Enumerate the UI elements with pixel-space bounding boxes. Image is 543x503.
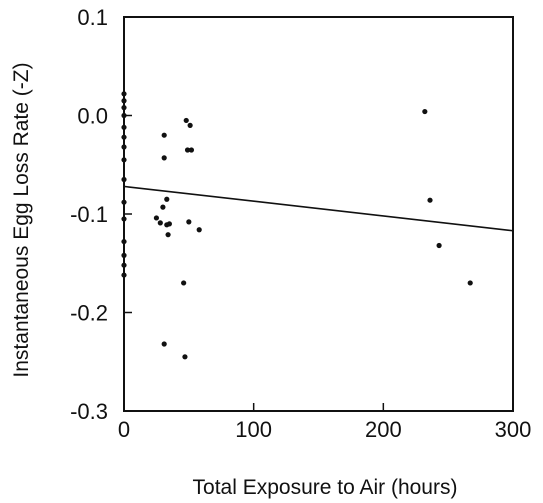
y-tick-label: -0.3 <box>70 399 108 424</box>
data-point <box>121 105 127 111</box>
x-axis-label: Total Exposure to Air (hours) <box>193 476 458 499</box>
data-point <box>160 204 166 210</box>
data-point <box>121 157 127 163</box>
data-point <box>166 221 172 227</box>
data-point <box>165 232 171 238</box>
data-point <box>121 91 127 97</box>
x-tick-label: 0 <box>118 417 130 442</box>
data-point <box>121 238 127 245</box>
data-point <box>181 280 187 286</box>
data-point <box>121 124 127 130</box>
x-tick-label: 100 <box>235 417 272 442</box>
data-point <box>188 147 195 153</box>
data-point <box>153 215 160 221</box>
trend-line <box>123 185 514 232</box>
x-tick-label: 200 <box>365 417 402 442</box>
data-point <box>422 108 428 115</box>
data-points <box>121 91 473 360</box>
data-point <box>436 242 442 249</box>
y-tick-label: 0.1 <box>77 5 108 30</box>
data-point <box>161 341 167 347</box>
y-axis-ticks: 0.1 0.0 -0.1 -0.2 -0.3 <box>70 5 132 424</box>
data-point <box>183 117 189 124</box>
plot-frame <box>123 16 514 412</box>
data-point <box>121 216 127 222</box>
data-point <box>121 199 127 205</box>
data-point <box>121 112 127 119</box>
data-point <box>196 227 202 233</box>
data-point <box>184 147 191 153</box>
data-point <box>161 132 167 138</box>
x-tick-label: 300 <box>495 417 532 442</box>
data-point <box>121 134 127 140</box>
data-point <box>121 98 127 104</box>
data-point <box>121 176 127 183</box>
y-tick-label: -0.2 <box>70 301 108 326</box>
y-axis-label: Instantaneous Egg Loss Rate (-Z) <box>10 62 33 377</box>
data-point <box>186 219 192 225</box>
y-tick-label: 0.0 <box>77 104 108 129</box>
data-point <box>121 272 127 278</box>
data-point <box>182 354 188 360</box>
data-point <box>427 197 433 203</box>
y-tick-label: -0.1 <box>70 202 108 227</box>
data-point <box>187 122 193 128</box>
data-point <box>467 280 473 286</box>
x-axis-ticks: 0 100 200 300 <box>118 403 531 442</box>
data-point <box>121 144 127 150</box>
data-point <box>121 262 127 268</box>
data-point <box>157 220 163 226</box>
data-point <box>161 155 167 161</box>
data-point <box>164 196 170 202</box>
data-point <box>121 252 127 258</box>
